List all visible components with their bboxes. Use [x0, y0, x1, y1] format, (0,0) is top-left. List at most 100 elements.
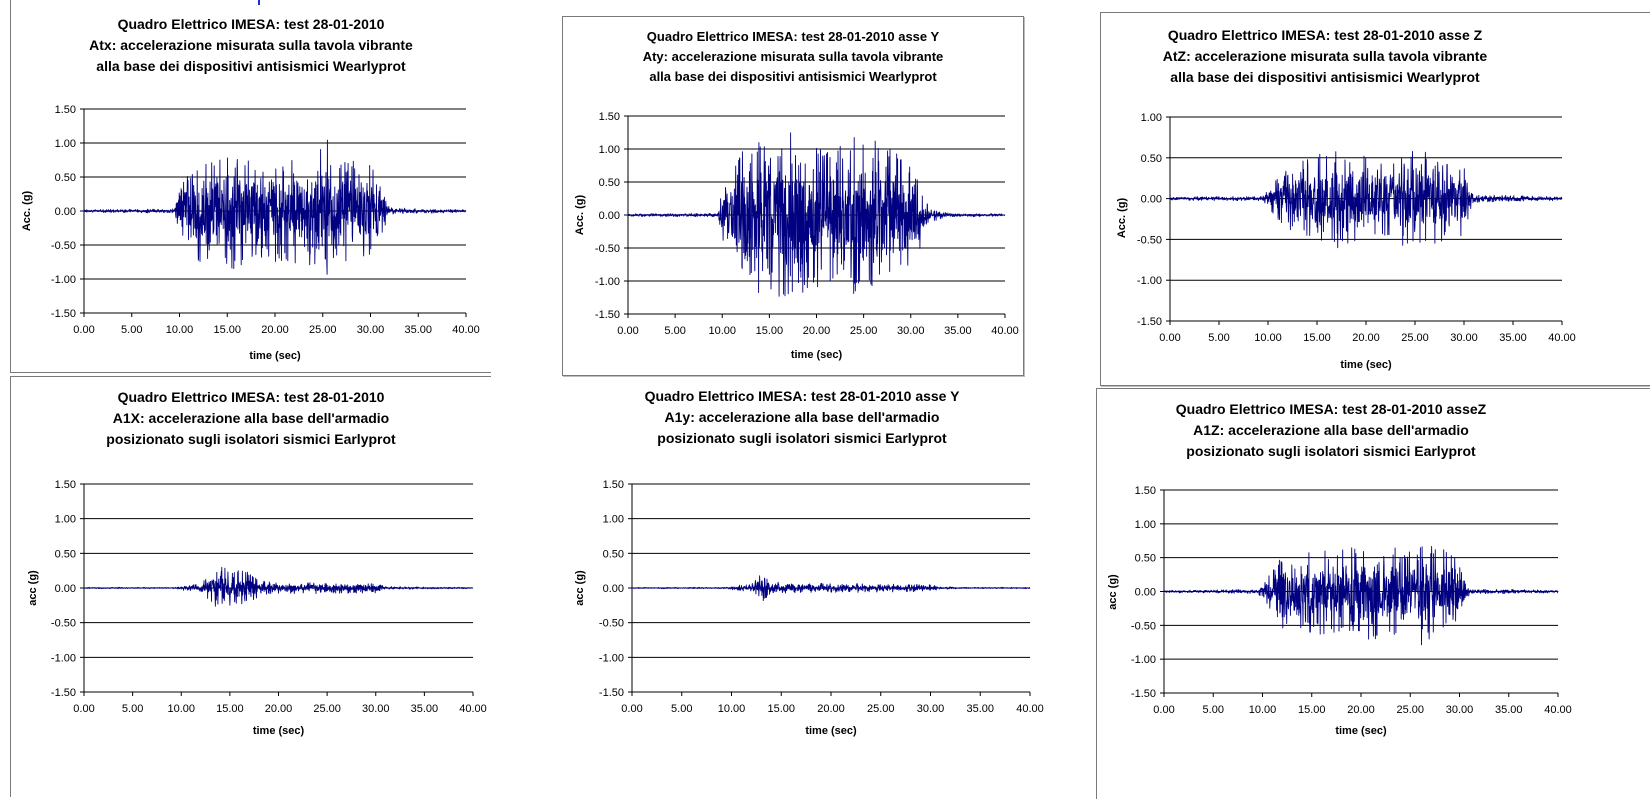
chart-subtitle-line-2: alla base dei dispositivi antisismici We…: [649, 69, 937, 84]
x-tick-label: 0.00: [1159, 332, 1180, 344]
x-tick-label: 15.00: [1303, 332, 1331, 344]
x-tick-label: 5.00: [1208, 332, 1229, 344]
chart-panel-atx: Quadro Elettrico IMESA: test 28-01-2010 …: [10, 0, 491, 373]
x-tick-label: 30.00: [357, 324, 385, 336]
edge-marker: [258, 0, 260, 5]
y-tick-label: -1.00: [595, 276, 620, 288]
x-tick-label: 15.00: [213, 324, 241, 336]
y-tick-label: -1.50: [1137, 316, 1162, 328]
x-tick-label: 10.00: [708, 325, 736, 337]
x-tick-label: 40.00: [452, 324, 480, 336]
x-tick-label: 40.00: [1548, 332, 1576, 344]
y-tick-label: 1.00: [55, 138, 76, 150]
y-tick-label: 1.00: [1141, 112, 1162, 124]
y-tick-label: 1.50: [1135, 485, 1156, 497]
y-tick-label: 0.50: [1135, 553, 1156, 565]
chart-title-block: Quadro Elettrico IMESA: test 28-01-2010 …: [562, 386, 1042, 449]
x-tick-label: 40.00: [1016, 703, 1044, 715]
x-tick-label: 5.00: [671, 703, 692, 715]
y-tick-label: -0.50: [599, 618, 624, 630]
y-tick-label: 0.50: [55, 548, 76, 560]
chart-title: Quadro Elettrico IMESA: test 28-01-2010: [117, 16, 385, 32]
chart-subtitle-line-1: A1y: accelerazione alla base dell'armadi…: [664, 409, 940, 425]
chart-subtitle-line-1: Atx: accelerazione misurata sulla tavola…: [89, 37, 413, 53]
y-tick-label: -1.00: [51, 652, 76, 664]
x-tick-label: 30.00: [897, 325, 925, 337]
x-tick-label: 30.00: [917, 703, 945, 715]
x-tick-label: 40.00: [459, 703, 487, 715]
y-tick-label: -1.50: [51, 687, 76, 699]
x-axis-label: time (sec): [249, 350, 301, 362]
chart-subtitle-line-2: posizionato sugli isolatori sismici Earl…: [657, 430, 947, 446]
y-tick-label: -1.00: [599, 652, 624, 664]
chart-subtitle-line-2: posizionato sugli isolatori sismici Earl…: [1186, 443, 1476, 459]
chart-title-block: Quadro Elettrico IMESA: test 28-01-2010 …: [1097, 399, 1565, 462]
chart-title: Quadro Elettrico IMESA: test 28-01-2010 …: [1167, 27, 1483, 43]
chart-panel-aty: Quadro Elettrico IMESA: test 28-01-2010 …: [562, 16, 1024, 376]
y-tick-label: -1.50: [599, 687, 624, 699]
x-tick-label: 0.00: [1153, 704, 1174, 716]
chart-title-block: Quadro Elettrico IMESA: test 28-01-2010 …: [563, 27, 1023, 87]
x-tick-label: 25.00: [1396, 704, 1424, 716]
chart-title-block: Quadro Elettrico IMESA: test 28-01-2010 …: [1101, 25, 1549, 88]
x-tick-label: 20.00: [1352, 332, 1380, 344]
x-tick-label: 25.00: [867, 703, 895, 715]
y-tick-label: -0.50: [51, 618, 76, 630]
x-tick-label: 10.00: [167, 703, 195, 715]
x-tick-label: 20.00: [261, 324, 289, 336]
chart-subtitle-line-1: A1X: accelerazione alla base dell'armadi…: [112, 410, 390, 426]
acceleration-series-line: [1163, 546, 1559, 646]
chart-subtitle-line-1: Aty: accelerazione misurata sulla tavola…: [642, 49, 944, 64]
x-tick-label: 35.00: [411, 703, 439, 715]
y-axis-label: Acc. (g): [1116, 197, 1128, 238]
y-tick-label: -1.50: [1131, 688, 1156, 700]
chart-title: Quadro Elettrico IMESA: test 28-01-2010 …: [646, 29, 940, 44]
x-tick-label: 10.00: [1249, 704, 1277, 716]
x-tick-label: 0.00: [621, 703, 642, 715]
chart-title: Quadro Elettrico IMESA: test 28-01-2010 …: [1175, 401, 1487, 417]
x-axis-label: time (sec): [1335, 725, 1387, 737]
chart-subtitle-line-1: AtZ: accelerazione misurata sulla tavola…: [1162, 48, 1488, 64]
chart-subtitle-line-1: A1Z: accelerazione alla base dell'armadi…: [1193, 422, 1469, 438]
x-axis-label: time (sec): [1340, 359, 1392, 371]
x-tick-label: 35.00: [1499, 332, 1527, 344]
y-tick-label: 1.00: [55, 514, 76, 526]
x-tick-label: 20.00: [265, 703, 293, 715]
x-tick-label: 0.00: [617, 325, 638, 337]
x-tick-label: 25.00: [850, 325, 878, 337]
y-axis-label: acc (g): [1107, 574, 1119, 610]
x-tick-label: 5.00: [122, 703, 143, 715]
chart-title-block: Quadro Elettrico IMESA: test 28-01-2010 …: [11, 387, 491, 450]
chart-title: Quadro Elettrico IMESA: test 28-01-2010 …: [644, 388, 960, 404]
y-axis-label: Acc. (g): [21, 190, 33, 231]
x-axis-label: time (sec): [253, 725, 305, 737]
acceleration-series-line: [83, 139, 467, 275]
chart-subtitle-line-2: posizionato sugli isolatori sismici Earl…: [106, 431, 396, 447]
x-tick-label: 0.00: [73, 703, 94, 715]
chart-panel-a1z: Quadro Elettrico IMESA: test 28-01-2010 …: [1096, 388, 1650, 799]
y-tick-label: -0.50: [595, 243, 620, 255]
y-tick-label: 0.50: [1141, 153, 1162, 165]
y-tick-label: 1.50: [599, 111, 620, 123]
chart-subtitle-line-2: alla base dei dispositivi antisismici We…: [1170, 69, 1480, 85]
x-axis-label: time (sec): [791, 349, 843, 361]
x-tick-label: 5.00: [121, 324, 142, 336]
x-axis-label: time (sec): [805, 725, 857, 737]
y-tick-label: 0.50: [603, 548, 624, 560]
x-tick-label: 10.00: [718, 703, 746, 715]
x-tick-label: 15.00: [767, 703, 795, 715]
y-tick-label: 0.00: [603, 583, 624, 595]
x-tick-label: 0.00: [73, 324, 94, 336]
acceleration-series-line: [1169, 150, 1563, 249]
x-tick-label: 15.00: [216, 703, 244, 715]
y-tick-label: 1.50: [55, 479, 76, 491]
x-tick-label: 10.00: [166, 324, 194, 336]
y-tick-label: 1.00: [1135, 519, 1156, 531]
chart-subtitle-line-2: alla base dei dispositivi antisismici We…: [96, 58, 406, 74]
x-tick-label: 35.00: [1495, 704, 1523, 716]
y-tick-label: 0.00: [55, 583, 76, 595]
x-tick-label: 15.00: [756, 325, 784, 337]
acceleration-series-line: [627, 132, 1006, 297]
y-axis-label: Acc. (g): [574, 194, 586, 235]
